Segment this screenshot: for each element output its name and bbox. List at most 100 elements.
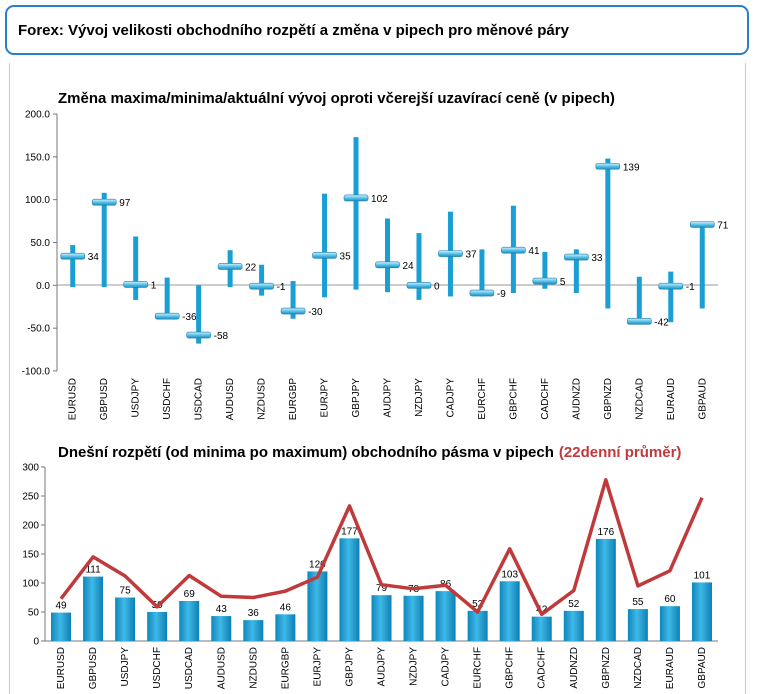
range-y-tick-label: 150.0 [25,152,50,163]
range-category-label: EURUSD [68,378,79,420]
chart-panel [9,63,746,694]
range-y-tick-label: -100.0 [22,367,51,378]
range-y-tick-label: 50.0 [31,238,51,249]
spread-category-label: EURAUD [665,647,676,689]
range-category-label: CADCHF [540,378,551,420]
spread-bar-label: 69 [184,589,196,600]
spread-category-label: GBPUSD [88,647,99,689]
spread-chart-title-main: Dnešní rozpětí (od minima po maximum) ob… [58,444,554,461]
range-bar [164,277,170,318]
current-marker [91,198,117,206]
current-marker [375,261,400,269]
range-category-label: NZDUSD [257,378,268,420]
range-category-label: AUDJPY [383,378,394,418]
spread-bar-label: 111 [85,565,101,576]
current-value-label: 97 [119,198,131,209]
range-bar [353,137,359,290]
range-category-label: GBPUSD [99,378,110,420]
range-category-label: USDJPY [131,378,142,418]
spread-category-label: USDJPY [120,647,131,687]
spread-chart: Dnešní rozpětí (od minima po maximum) ob… [22,444,718,689]
current-value-label: -1 [277,282,286,293]
current-value-label: -30 [308,307,323,318]
spread-bar [275,614,296,641]
spread-category-label: GBPCHF [505,647,516,689]
current-value-label: -36 [182,312,197,323]
current-marker [595,162,621,170]
range-bar [133,236,139,300]
page-title: Forex: Vývoj velikosti obchodního rozpět… [18,22,569,39]
range-bar [416,233,422,300]
current-value-label: -58 [214,331,229,342]
avg-22d-line [59,478,704,617]
current-marker [186,331,211,339]
range-category-label: GBPCHF [508,378,519,420]
spread-category-label: GBPNZD [601,647,612,689]
spread-bar [467,610,488,641]
range-bar [636,276,642,323]
spread-bar [499,581,520,641]
current-value-label: -42 [654,317,669,328]
spread-category-label: USDCHF [152,647,163,689]
spread-bar-label: 79 [376,583,388,594]
range-bar [573,249,579,294]
range-category-label: NZDCAD [634,378,645,420]
range-category-label: NZDJPY [414,378,425,417]
range-category-label: CADJPY [445,378,456,418]
range-category-label: EURAUD [666,378,677,420]
current-marker [312,252,337,259]
range-bar [542,251,548,289]
current-marker [564,253,589,261]
range-category-label: GBPAUD [697,378,708,420]
spread-y-tick-label: 200 [22,521,39,532]
spread-bar [51,612,72,641]
range-bar [322,193,328,298]
spread-bar [211,616,232,641]
spread-bar [659,606,680,641]
current-value-label: 71 [717,221,729,232]
range-y-tick-label: 100.0 [25,195,50,206]
current-value-label: 33 [591,253,603,264]
spread-category-label: EURCHF [473,647,484,689]
spread-y-tick-label: 50 [28,608,40,619]
current-value-label: 1 [151,280,157,291]
range-category-label: EURCHF [477,378,488,420]
spread-category-label: EURGBP [280,647,291,690]
spread-y-tick-label: 300 [22,463,39,474]
spread-bar-label: 36 [248,608,260,619]
spread-y-tick-label: 150 [22,550,39,561]
spread-category-label: GBPAUD [697,647,708,689]
range-bar [259,264,265,296]
range-bar [385,218,390,293]
spread-bar-label: 49 [55,601,67,612]
current-marker [60,252,86,260]
spread-bar [147,612,168,641]
spread-bar [179,600,200,641]
spread-bar [307,571,328,641]
current-marker [438,250,463,257]
current-value-label: 34 [88,252,100,263]
spread-bar [115,597,136,641]
current-value-label: 35 [340,251,352,262]
current-marker [249,282,274,290]
range-category-label: GBPJPY [351,378,362,418]
spread-category-label: AUDNZD [569,647,580,689]
range-bar [101,192,107,288]
spread-y-tick-label: 250 [22,492,39,503]
spread-category-label: CADCHF [537,647,548,689]
current-value-label: 102 [371,194,388,205]
current-value-label: 0 [434,281,440,292]
spread-bar [403,595,424,641]
range-chart-title: Změna maxima/minima/aktuální vývoj oprot… [58,90,615,107]
spread-category-label: NZDCAD [633,647,644,689]
range-bar [70,245,76,288]
current-marker [280,307,306,315]
range-y-tick-label: 0.0 [36,281,50,292]
spread-bar-label: 42 [536,605,548,616]
current-value-label: 41 [528,246,540,257]
spread-bar-label: 75 [120,586,132,597]
spread-bar [691,582,712,641]
spread-chart-title-highlight: (22denní průměr) [559,444,682,461]
spread-category-label: NZDJPY [409,647,420,686]
range-bar [605,158,611,309]
